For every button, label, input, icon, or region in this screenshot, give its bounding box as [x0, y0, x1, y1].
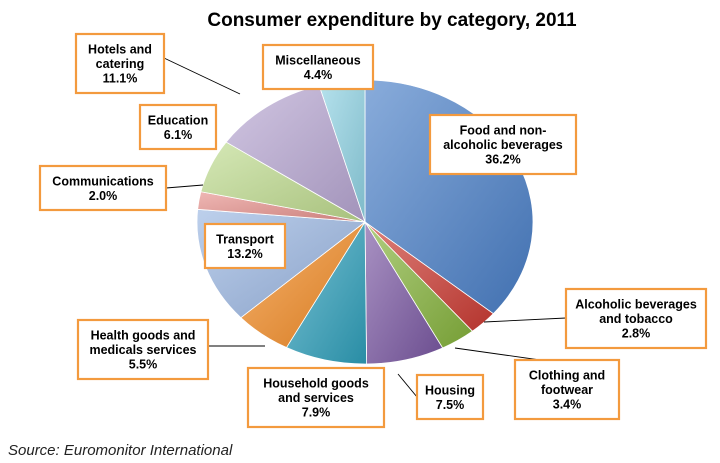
slice-value-label: 4.4% [304, 68, 333, 82]
slice-label-box [74, 32, 166, 95]
slice-label-box [246, 366, 386, 429]
slice-label-box [203, 222, 287, 270]
slice-value-label: 6.1% [164, 128, 193, 142]
leader-line [165, 184, 204, 189]
leader-line [163, 57, 241, 95]
slice-label-box [415, 373, 485, 421]
slice-value-label: 11.1% [103, 72, 138, 86]
slice-category-label: Transport [216, 232, 274, 246]
leader-line [483, 317, 567, 323]
slice-value-label: 2.0% [89, 189, 118, 203]
slice-label-box [38, 164, 168, 212]
slice-category-label: Education [148, 113, 208, 127]
slice-value-label: 3.4% [553, 398, 582, 412]
slice-value-label: 36.2% [485, 153, 520, 167]
slice-category-label: Food and non- [460, 124, 547, 138]
slice-label-box [513, 358, 621, 421]
slice-category-label: Clothing and [529, 369, 605, 383]
slice-category-label: medicals services [89, 343, 196, 357]
slice-category-label: catering [96, 57, 145, 71]
leader-line [397, 373, 418, 398]
slice-category-label: Miscellaneous [275, 53, 360, 67]
leader-line [454, 347, 541, 361]
slice-label-box [564, 287, 708, 350]
slice-category-label: Alcoholic beverages [575, 298, 697, 312]
slice-label-box [261, 43, 375, 91]
slice-category-label: and tobacco [599, 312, 673, 326]
source-note: Source: Euromonitor International [8, 442, 233, 459]
slice-category-label: footwear [541, 383, 593, 397]
slice-category-label: Household goods [263, 377, 369, 391]
slice-value-label: 7.5% [436, 398, 465, 412]
slice-value-label: 13.2% [227, 247, 262, 261]
slice-value-label: 5.5% [129, 358, 158, 372]
slice-label-box [428, 113, 578, 176]
slice-category-label: Housing [425, 383, 475, 397]
slice-category-label: Health goods and [91, 329, 196, 343]
chart-title: Consumer expenditure by category, 2011 [207, 10, 577, 31]
slice-category-label: and services [278, 391, 354, 405]
slice-label-box [76, 318, 210, 381]
slice-category-label: Hotels and [88, 43, 152, 57]
leader-lines [163, 57, 567, 398]
slice-value-label: 7.9% [302, 406, 331, 420]
slice-category-label: alcoholic beverages [443, 138, 563, 152]
slice-label-box [138, 103, 218, 151]
slice-value-label: 2.8% [622, 327, 651, 341]
slice-category-label: Communications [52, 174, 153, 188]
